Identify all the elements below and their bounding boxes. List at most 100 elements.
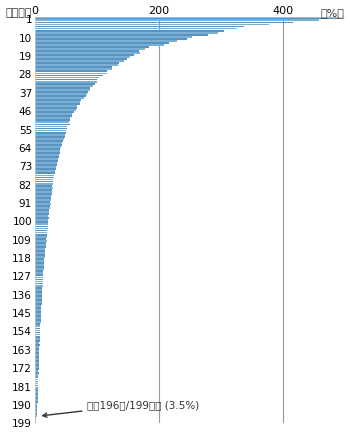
- Bar: [35, 421, 36, 423]
- Bar: [35, 279, 43, 281]
- Bar: [35, 397, 38, 399]
- Bar: [35, 88, 90, 89]
- Bar: [35, 210, 49, 211]
- Bar: [35, 281, 43, 283]
- Bar: [35, 334, 40, 335]
- Bar: [35, 165, 57, 167]
- Bar: [35, 273, 43, 275]
- Bar: [35, 375, 38, 376]
- Bar: [35, 350, 40, 352]
- Bar: [35, 220, 48, 222]
- Bar: [35, 200, 51, 201]
- Bar: [35, 100, 82, 102]
- Bar: [35, 368, 38, 370]
- Bar: [35, 312, 41, 313]
- Bar: [35, 216, 49, 217]
- Bar: [35, 313, 41, 316]
- Bar: [35, 295, 42, 297]
- Bar: [35, 94, 87, 95]
- Bar: [35, 309, 41, 311]
- Bar: [35, 112, 74, 114]
- Bar: [35, 285, 43, 287]
- Bar: [35, 318, 41, 319]
- Bar: [35, 185, 52, 187]
- Bar: [35, 342, 40, 344]
- Bar: [35, 269, 44, 270]
- Bar: [35, 71, 107, 73]
- Bar: [35, 413, 37, 415]
- Bar: [35, 348, 40, 350]
- Bar: [35, 96, 86, 98]
- Bar: [35, 161, 58, 163]
- Bar: [35, 122, 69, 124]
- Bar: [35, 145, 62, 146]
- Bar: [35, 256, 44, 258]
- Bar: [35, 195, 51, 197]
- Bar: [35, 23, 293, 24]
- Bar: [35, 407, 37, 409]
- Bar: [35, 206, 50, 207]
- Bar: [35, 61, 124, 63]
- Bar: [35, 214, 49, 216]
- Bar: [35, 301, 42, 303]
- Bar: [35, 132, 66, 134]
- Bar: [35, 77, 99, 79]
- Bar: [35, 401, 37, 403]
- Bar: [35, 171, 55, 173]
- Bar: [35, 322, 41, 323]
- Bar: [35, 26, 244, 28]
- Bar: [35, 356, 39, 358]
- Bar: [35, 90, 90, 92]
- Bar: [35, 393, 38, 395]
- Bar: [35, 53, 140, 55]
- Bar: [35, 222, 48, 224]
- Bar: [35, 275, 43, 276]
- Bar: [35, 114, 72, 116]
- Bar: [35, 126, 67, 128]
- Bar: [35, 110, 76, 112]
- Bar: [35, 419, 36, 421]
- Bar: [35, 69, 112, 71]
- Bar: [35, 92, 89, 93]
- Bar: [35, 18, 339, 20]
- Bar: [35, 405, 37, 407]
- Bar: [35, 336, 40, 338]
- Bar: [35, 358, 39, 360]
- Bar: [35, 43, 169, 45]
- Bar: [35, 240, 47, 242]
- Bar: [35, 297, 42, 299]
- Bar: [35, 395, 38, 397]
- Bar: [35, 228, 48, 230]
- Bar: [35, 391, 38, 393]
- Bar: [35, 79, 97, 81]
- Bar: [35, 360, 39, 362]
- Bar: [35, 377, 38, 378]
- Bar: [35, 330, 40, 332]
- Bar: [35, 291, 42, 293]
- Bar: [35, 411, 37, 413]
- Bar: [35, 218, 49, 220]
- Bar: [35, 147, 61, 148]
- Bar: [35, 159, 58, 161]
- Bar: [35, 326, 40, 328]
- Bar: [35, 271, 43, 273]
- Bar: [35, 208, 50, 210]
- Bar: [35, 230, 47, 232]
- Bar: [35, 157, 59, 158]
- Bar: [35, 175, 54, 177]
- Bar: [35, 153, 60, 155]
- Bar: [35, 39, 187, 40]
- Text: （%）: （%）: [321, 8, 344, 18]
- Bar: [35, 307, 41, 309]
- Bar: [35, 224, 48, 226]
- Bar: [35, 183, 53, 185]
- Bar: [35, 149, 60, 151]
- Bar: [35, 167, 56, 169]
- Bar: [35, 120, 70, 122]
- Bar: [35, 328, 40, 329]
- Bar: [35, 82, 97, 83]
- Bar: [35, 33, 218, 34]
- Bar: [35, 234, 47, 236]
- Bar: [35, 37, 191, 39]
- Bar: [35, 83, 94, 85]
